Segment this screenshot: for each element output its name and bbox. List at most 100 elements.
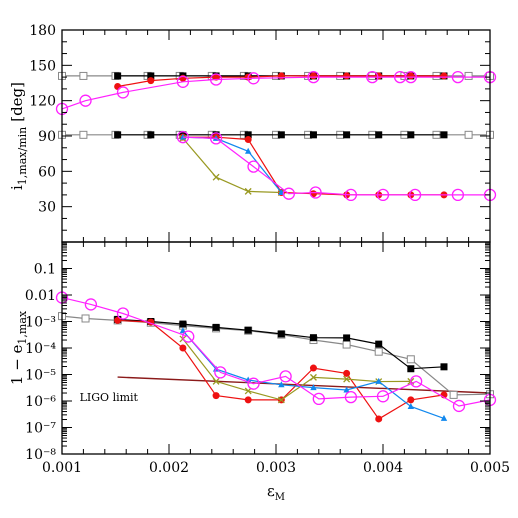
data-point bbox=[343, 334, 351, 342]
series-line bbox=[182, 136, 490, 196]
x-tick-label: 0.001 bbox=[42, 460, 82, 476]
bottom-plot-frame bbox=[61, 241, 491, 455]
data-point bbox=[440, 363, 448, 371]
data-point bbox=[440, 131, 448, 139]
series-line bbox=[182, 338, 411, 401]
top-y-tick-labels: 30 60 90 120 150 180 bbox=[29, 23, 56, 216]
x-tick-label: 0.002 bbox=[149, 460, 189, 476]
series-line bbox=[61, 297, 491, 407]
data-point bbox=[244, 326, 252, 334]
data-point bbox=[212, 377, 220, 385]
data-point bbox=[407, 396, 415, 404]
bottom-y-tick-labels: 10⁻⁸ 10⁻⁷ 10⁻⁶ 10⁻⁵ 10⁻⁴ 10⁻³ 0.01 0.1 bbox=[25, 262, 57, 464]
data-point bbox=[374, 347, 383, 356]
data-point bbox=[247, 160, 260, 173]
data-point bbox=[343, 386, 350, 393]
data-point bbox=[277, 330, 285, 338]
data-point bbox=[343, 375, 351, 383]
data-point bbox=[214, 366, 227, 379]
data-point bbox=[406, 355, 415, 364]
data-point bbox=[408, 188, 422, 202]
y-tick-label: 10⁻⁷ bbox=[25, 421, 56, 437]
data-point bbox=[344, 188, 358, 202]
x-tick-label: 0.003 bbox=[256, 460, 296, 476]
data-point bbox=[376, 188, 390, 202]
data-point bbox=[279, 370, 292, 383]
data-point bbox=[244, 187, 252, 195]
x-tick-label: 0.005 bbox=[470, 460, 510, 476]
bottom-y-axis-title-main: 1 − e bbox=[8, 344, 26, 385]
data-point bbox=[116, 86, 130, 99]
data-point bbox=[114, 316, 122, 324]
data-point bbox=[282, 187, 295, 200]
ligo-limit-annotation: LIGO limit bbox=[80, 391, 139, 404]
x-axis-title-main: ε bbox=[267, 482, 275, 500]
data-point bbox=[114, 72, 122, 80]
series-line bbox=[117, 376, 491, 394]
y-tick-label: 10⁻⁵ bbox=[25, 368, 56, 384]
data-point bbox=[79, 71, 88, 80]
data-point bbox=[342, 340, 351, 349]
data-point bbox=[277, 396, 285, 404]
data-point bbox=[81, 314, 90, 323]
y-tick-label: 0.1 bbox=[34, 262, 56, 278]
data-point bbox=[407, 403, 415, 410]
bottom-panel: 10⁻⁸10⁻⁷10⁻⁶10⁻⁵10⁻⁴10⁻³0.010.1 0.001 0.0… bbox=[8, 241, 510, 503]
bottom-series-0 bbox=[117, 376, 491, 394]
y-tick-label: 120 bbox=[29, 94, 56, 110]
data-point bbox=[209, 73, 223, 86]
data-point bbox=[182, 330, 195, 343]
data-point bbox=[375, 415, 383, 423]
data-point bbox=[366, 70, 379, 84]
data-point bbox=[343, 131, 351, 139]
data-point bbox=[440, 72, 448, 80]
data-point bbox=[404, 70, 417, 84]
data-point bbox=[179, 327, 187, 334]
data-point bbox=[244, 147, 252, 154]
data-point bbox=[244, 396, 252, 404]
y-tick-label: 180 bbox=[29, 23, 56, 39]
data-point bbox=[309, 186, 322, 199]
y-tick-label: 10⁻⁶ bbox=[25, 394, 56, 410]
data-point bbox=[309, 364, 317, 372]
data-point bbox=[147, 131, 155, 139]
data-point bbox=[278, 381, 285, 388]
data-point bbox=[212, 392, 220, 400]
top-y-axis-title-unit: [deg] bbox=[8, 82, 26, 122]
data-point bbox=[407, 131, 415, 139]
data-point bbox=[212, 323, 220, 331]
data-point bbox=[247, 377, 260, 390]
data-point bbox=[343, 72, 351, 80]
data-point bbox=[307, 70, 320, 84]
data-point bbox=[209, 132, 223, 145]
data-point bbox=[375, 377, 382, 384]
data-point bbox=[247, 72, 260, 85]
data-point bbox=[179, 133, 187, 140]
data-point bbox=[84, 298, 98, 311]
data-point bbox=[310, 384, 317, 391]
data-point bbox=[464, 71, 473, 80]
data-point bbox=[440, 414, 448, 421]
bottom-series-2 bbox=[114, 315, 448, 373]
data-point bbox=[309, 72, 317, 80]
top-series-layer bbox=[55, 70, 497, 202]
data-point bbox=[375, 131, 383, 139]
data-point bbox=[79, 94, 92, 107]
data-point bbox=[244, 136, 252, 144]
data-point bbox=[312, 392, 325, 406]
top-series-9 bbox=[176, 131, 497, 202]
data-point bbox=[309, 334, 317, 342]
data-point bbox=[147, 77, 155, 85]
bottom-series-5 bbox=[179, 327, 448, 421]
data-point bbox=[116, 307, 130, 320]
data-point bbox=[114, 83, 122, 91]
y-tick-label: 60 bbox=[38, 164, 56, 180]
top-y-axis-title-main: i bbox=[8, 185, 26, 190]
data-point bbox=[343, 369, 351, 377]
top-series-8 bbox=[55, 70, 497, 116]
data-point bbox=[451, 70, 465, 84]
x-axis-title-sub: M bbox=[275, 492, 285, 503]
top-y-axis-title-sub: 1,max/min bbox=[16, 127, 29, 185]
